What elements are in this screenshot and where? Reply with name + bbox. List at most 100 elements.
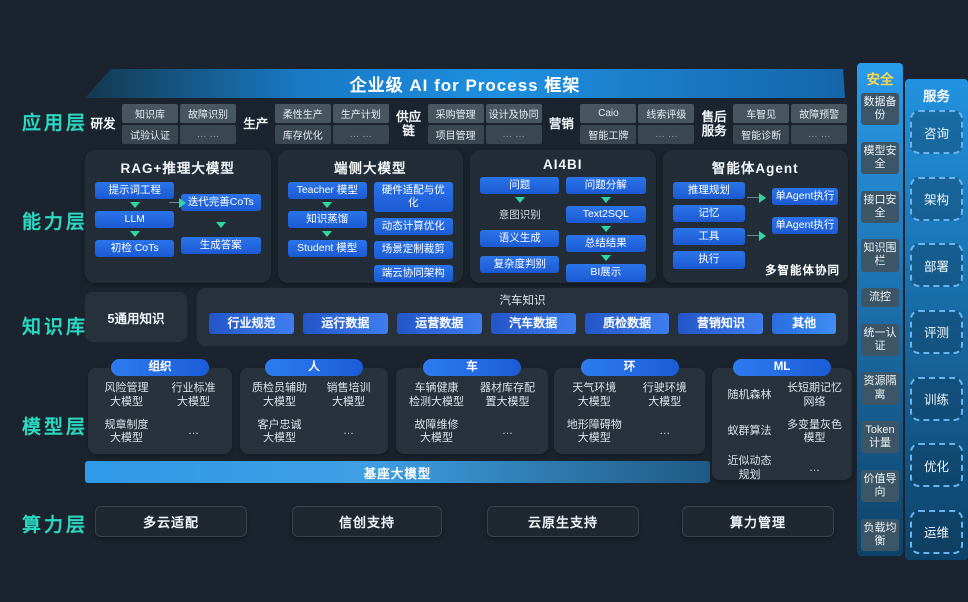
- model-item: …: [502, 425, 513, 438]
- connector-line: [169, 202, 181, 203]
- flow-box: 总结结果: [566, 235, 646, 253]
- foundation-model-bar: 基座大模型: [85, 461, 710, 483]
- app-group-label: 研发: [90, 116, 116, 131]
- service-item: 运维: [910, 509, 963, 554]
- service-item: 架构: [910, 176, 963, 221]
- model-item: 质检员辅助 大模型: [252, 382, 307, 408]
- model-group-pill: 组织: [111, 359, 209, 376]
- compute-item-xinchuang: 信创支持: [292, 506, 442, 537]
- flow-box: 场景定制裁剪: [373, 241, 453, 259]
- model-item: …: [188, 425, 199, 438]
- application-layer-row: 研发 知识库 故障识别 试验认证 … … 生产 柔性生产 生产计划 库存优化 ……: [88, 101, 848, 147]
- app-cell: 知识库: [122, 104, 178, 123]
- model-item: 规章制度 大模型: [104, 418, 149, 445]
- model-item: 天气环境 大模型: [572, 382, 617, 408]
- app-cell: 智能诊断: [733, 125, 790, 144]
- app-cell: 试验认证: [122, 125, 178, 144]
- flow-box: Teacher 模型: [287, 182, 367, 200]
- auto-knowledge-panel: 汽车知识 行业规范 运行数据 运营数据 汽车数据 质检数据 营销知识 其他: [197, 288, 848, 346]
- flow-box: 语义生成: [480, 230, 560, 248]
- flow-box: 单Agent执行: [771, 217, 838, 235]
- flow-column: 提示词工程 LLM 初检 CoTs: [95, 182, 175, 277]
- model-item: 随机森林: [727, 388, 772, 401]
- compute-item-multicloud: 多云适配: [95, 506, 247, 537]
- model-item: 近似动态 规划: [727, 455, 772, 481]
- security-items: 数据备份 模型安全 接口安全 知识围栏 流控 统一认证 资源隔离 Token计量…: [861, 93, 899, 551]
- app-group-cells: Caio 线索评级 智能工牌 … …: [580, 104, 695, 144]
- flow-box: 推理规划: [672, 182, 746, 200]
- app-group-label: 营销: [548, 116, 574, 131]
- app-cell: … …: [332, 125, 389, 144]
- arrow-down-icon: [129, 202, 140, 209]
- layer-label-capability: 能力层: [22, 212, 89, 233]
- compute-item-cloudnative: 云原生支持: [487, 506, 639, 537]
- panel-body: 提示词工程 LLM 初检 CoTs 迭代完善CoTs 生成答案: [85, 179, 271, 283]
- flow-column: 问题 意图识别 语义生成 复杂度判别: [480, 177, 560, 282]
- knowledge-item: 行业规范: [209, 313, 294, 334]
- flow-box: 单Agent执行: [771, 188, 838, 206]
- flow-box: 复杂度判别: [480, 256, 560, 274]
- flow-box: 问题: [480, 177, 560, 195]
- security-item: 接口安全: [861, 190, 899, 223]
- app-cell: … …: [180, 125, 236, 144]
- app-cell: Caio: [580, 104, 637, 123]
- flow-text: 意图识别: [498, 209, 541, 222]
- auto-knowledge-title: 汽车知识: [499, 295, 546, 307]
- app-cell: … …: [485, 125, 542, 144]
- app-cell: 线索评级: [638, 104, 695, 123]
- app-group-supply-chain: 供应链 采购管理 设计及协同 项目管理 … …: [394, 104, 543, 144]
- compute-item-management: 算力管理: [682, 506, 834, 537]
- knowledge-item: 其他: [772, 313, 837, 334]
- flow-box: BI展示: [566, 264, 646, 282]
- service-item: 咨询: [910, 110, 963, 154]
- knowledge-items-row: 行业规范 运行数据 运营数据 汽车数据 质检数据 营销知识 其他: [197, 308, 848, 334]
- model-group-pill: 人: [265, 359, 363, 376]
- service-item: 训练: [910, 376, 963, 421]
- general-knowledge-label: 5通用知识: [107, 311, 165, 326]
- flow-box: 迭代完善CoTs: [181, 194, 261, 212]
- arrow-down-icon: [600, 226, 611, 233]
- arrow-down-icon: [600, 255, 611, 262]
- panel-agent: 智能体Agent 推理规划 记忆 工具 执行 单Agent执行 单Agent执行…: [662, 150, 848, 283]
- general-knowledge-panel: 5通用知识: [85, 292, 187, 342]
- foundation-model-label: 基座大模型: [363, 466, 432, 481]
- app-group-cells: 知识库 故障识别 试验认证 … …: [122, 104, 236, 144]
- capability-layer-row: RAG+推理大模型 提示词工程 LLM 初检 CoTs 迭代完善CoTs 生成答…: [85, 150, 848, 283]
- panel-rag-reasoning-model: RAG+推理大模型 提示词工程 LLM 初检 CoTs 迭代完善CoTs 生成答…: [85, 150, 271, 283]
- page-title: 企业级 AI for Process 框架: [349, 76, 581, 95]
- app-cell: … …: [791, 125, 848, 144]
- flow-box: 执行: [672, 251, 746, 269]
- app-group-label: 售后服务: [701, 109, 727, 138]
- security-item: 统一认证: [861, 323, 899, 356]
- services-header: 服务: [923, 89, 950, 104]
- panel-title: 端侧大模型: [334, 161, 407, 176]
- app-group-after-sales: 售后服务 车智见 故障预警 智能诊断 … …: [699, 104, 848, 144]
- security-item: 负载均衡: [861, 518, 899, 551]
- knowledge-item: 运营数据: [396, 313, 482, 334]
- model-item: 车辆健康 检测大模型: [409, 382, 464, 408]
- service-item: 优化: [910, 443, 963, 488]
- arrow-down-icon: [215, 222, 226, 229]
- arrow-down-icon: [129, 231, 140, 238]
- arrow-down-icon: [514, 197, 525, 204]
- service-item: 部署: [910, 243, 963, 288]
- panel-title: 智能体Agent: [711, 161, 799, 176]
- app-cell: 故障识别: [180, 104, 236, 123]
- flow-box: 问题分解: [566, 177, 646, 195]
- flow-column: Teacher 模型 知识蒸馏 Student 模型: [287, 182, 367, 282]
- services-column: 服务 咨询 架构 部署 评测 训练 优化 运维: [905, 79, 968, 560]
- model-item: …: [809, 461, 820, 474]
- flow-box: 提示词工程: [95, 182, 175, 200]
- model-group-pill: ML: [733, 359, 831, 376]
- model-item: 行驶环境 大模型: [642, 382, 687, 408]
- app-group-production: 生产 柔性生产 生产计划 库存优化 … …: [241, 104, 390, 144]
- panel-ai4bi: AI4BI 问题 意图识别 语义生成 复杂度判别 问题分解 Text2SQL 总…: [470, 150, 656, 283]
- flow-column: 单Agent执行 单Agent执行: [771, 188, 838, 277]
- app-cell: 生产计划: [332, 104, 389, 123]
- flow-box: 生成答案: [181, 237, 261, 255]
- model-group-grid: 天气环境 大模型 行驶环境 大模型 地形障碍物 大模型 …: [554, 368, 705, 451]
- security-header: 安全: [866, 72, 894, 87]
- model-group-vehicle: 车 车辆健康 检测大模型 器材库存配 置大模型 故障维修 大模型 …: [396, 359, 548, 454]
- flow-box: 硬件适配与优化: [373, 182, 453, 213]
- title-banner: 企业级 AI for Process 框架: [85, 69, 845, 98]
